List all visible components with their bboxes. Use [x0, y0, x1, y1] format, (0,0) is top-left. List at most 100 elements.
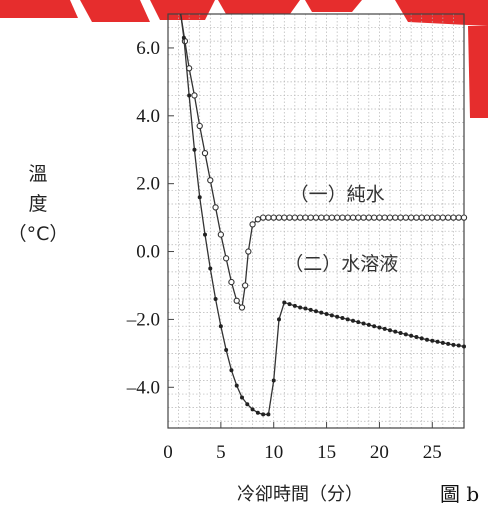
data-point: [287, 302, 292, 307]
data-point: [439, 214, 447, 221]
data-point: [318, 214, 325, 221]
series-layer: [180, 13, 468, 417]
data-point: [370, 214, 378, 221]
series-annotations: （一）純水 （二）水溶液: [284, 184, 398, 276]
data-point: [314, 309, 318, 314]
y-axis-label: 溫度（°C）: [8, 163, 69, 245]
data-point: [444, 214, 452, 221]
data-point: [312, 214, 320, 221]
data-point: [286, 214, 293, 221]
data-point: [419, 336, 424, 341]
data-point: [328, 214, 336, 221]
data-point: [233, 297, 240, 304]
y-tick-label: 6.0: [136, 38, 160, 59]
y-tick-label: –2.0: [126, 309, 160, 330]
data-point: [324, 311, 329, 316]
data-point: [224, 347, 229, 352]
data-point: [376, 214, 383, 221]
data-point: [212, 204, 219, 211]
data-point: [398, 330, 403, 335]
data-point: [418, 214, 425, 221]
x-tick-label: 5: [216, 442, 226, 463]
data-point: [249, 221, 256, 228]
data-point: [240, 395, 244, 400]
data-point: [271, 378, 276, 383]
data-point: [460, 214, 468, 221]
data-point: [228, 278, 235, 286]
data-point: [397, 214, 404, 221]
data-point: [335, 314, 340, 319]
data-point: [277, 317, 281, 322]
data-point: [270, 214, 277, 221]
data-point: [456, 343, 461, 348]
data-point: [430, 338, 435, 343]
data-point: [413, 214, 420, 221]
series-1: [180, 13, 468, 311]
data-point: [275, 214, 283, 221]
data-point: [303, 306, 308, 311]
data-point: [333, 214, 341, 221]
data-point: [351, 318, 355, 323]
data-point: [329, 313, 334, 318]
data-point: [187, 93, 192, 98]
data-point: [361, 321, 366, 326]
data-point: [414, 335, 419, 340]
data-point: [181, 35, 186, 40]
data-point: [365, 214, 373, 221]
header-banner-decoration: [0, 0, 488, 118]
data-point: [377, 325, 382, 330]
data-point: [217, 231, 225, 238]
data-point: [366, 322, 371, 327]
data-point: [259, 214, 267, 221]
data-point: [207, 177, 214, 184]
data-point: [192, 147, 197, 152]
x-tick-label: 25: [423, 442, 442, 463]
y-tick-label: 0.0: [136, 242, 160, 263]
series-label: （二）水溶液: [284, 253, 398, 275]
data-point: [360, 214, 367, 221]
data-point: [208, 266, 213, 271]
data-point: [255, 410, 260, 415]
data-point: [229, 368, 234, 373]
figure-label: 圖 b: [440, 482, 479, 506]
data-point: [234, 383, 239, 388]
data-point: [308, 307, 313, 312]
data-point: [218, 324, 223, 329]
x-tick-label: 0: [163, 442, 173, 463]
data-point: [451, 342, 456, 347]
data-point: [281, 214, 288, 221]
data-point: [191, 92, 198, 99]
data-point: [222, 255, 230, 262]
data-point: [213, 297, 218, 302]
data-point: [203, 232, 207, 237]
data-point: [345, 317, 350, 322]
data-point: [298, 305, 303, 310]
data-point: [319, 310, 324, 315]
data-point: [403, 332, 408, 337]
data-point: [266, 412, 271, 417]
data-point: [393, 329, 398, 334]
data-point: [455, 214, 462, 221]
data-point: [409, 333, 414, 338]
data-point: [265, 214, 272, 221]
data-point: [302, 214, 309, 221]
data-point: [238, 304, 246, 311]
data-point: [349, 214, 357, 221]
x-axis-label: 冷卻時間（分）: [237, 484, 363, 505]
data-point: [386, 214, 394, 221]
data-point: [340, 316, 345, 321]
x-tick-label: 10: [264, 442, 283, 463]
data-point: [291, 214, 299, 221]
chart-grid: [167, 13, 465, 428]
data-point: [450, 214, 457, 221]
data-point: [425, 337, 429, 342]
data-point: [407, 214, 415, 221]
data-point: [282, 300, 287, 305]
data-point: [382, 326, 387, 331]
tick-labels: 0 5 10 15 20 25 6.0 4.0 2.0 0.0 –2.0 –4.0: [126, 38, 442, 463]
data-point: [429, 214, 436, 221]
data-point: [296, 214, 304, 221]
data-point: [339, 214, 346, 221]
data-point: [261, 412, 266, 417]
